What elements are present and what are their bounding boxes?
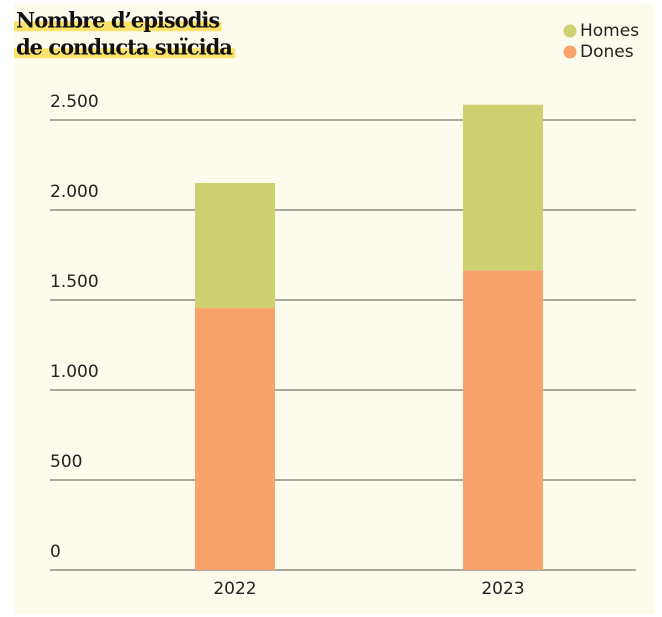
x-tick-label: 2022	[213, 579, 256, 599]
legend-label: Homes	[580, 21, 639, 41]
chart-title: Nombre d’episodis	[16, 8, 219, 33]
bar-segment	[195, 183, 275, 309]
title-highlight	[14, 48, 236, 59]
y-tick-label: 2.500	[50, 92, 99, 112]
y-tick-label: 2.000	[50, 182, 99, 202]
background	[14, 4, 654, 614]
bar-segment	[195, 308, 275, 570]
bar-segment	[463, 270, 543, 570]
y-tick-label: 0	[50, 542, 61, 562]
y-tick-label: 500	[50, 452, 82, 472]
y-tick-label: 1.000	[50, 362, 99, 382]
legend-swatch	[563, 24, 577, 38]
chart-title: de conducta suïcida	[16, 35, 233, 60]
y-tick-label: 1.500	[50, 272, 99, 292]
x-tick-label: 2023	[481, 579, 524, 599]
bar-segment	[463, 104, 543, 271]
title-highlight	[14, 21, 222, 32]
legend-label: Dones	[580, 42, 634, 62]
legend-swatch	[563, 45, 577, 59]
